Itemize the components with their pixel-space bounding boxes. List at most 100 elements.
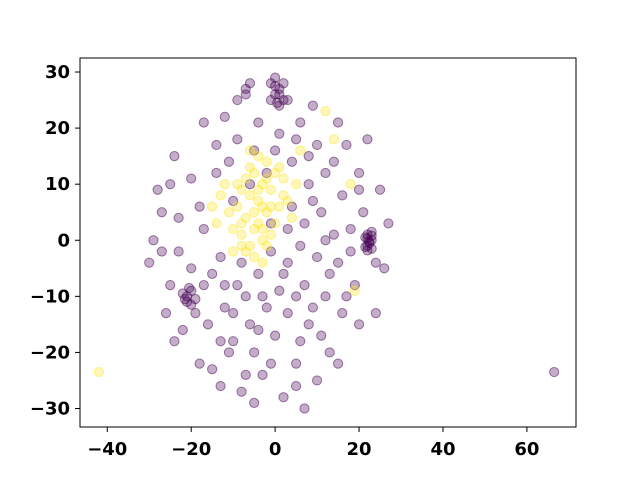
scatter-point <box>257 291 268 302</box>
scatter-point <box>270 167 281 179</box>
scatter-point <box>362 245 373 256</box>
scatter-point <box>223 207 235 218</box>
scatter-point <box>186 263 197 274</box>
scatter-point <box>253 151 264 162</box>
scatter-point <box>236 229 247 240</box>
scatter-point <box>223 347 235 358</box>
scatter-point <box>253 324 264 336</box>
scatter-point <box>194 358 205 369</box>
scatter-point <box>328 156 339 167</box>
scatter-point <box>282 223 293 235</box>
scatter-point <box>228 223 239 235</box>
scatter-point <box>307 302 318 313</box>
scatter-point <box>291 380 302 392</box>
scatter-point <box>173 246 184 257</box>
scatter-point <box>261 240 272 251</box>
scatter-point <box>261 302 272 313</box>
scatter-point <box>144 257 155 268</box>
scatter-point <box>286 156 298 167</box>
scatter-point <box>232 201 243 212</box>
scatter-point <box>249 347 260 358</box>
scatter-point <box>278 392 289 403</box>
scatter-point <box>261 173 272 184</box>
scatter-point <box>278 78 289 89</box>
scatter-point <box>286 212 298 223</box>
scatter-point <box>253 268 264 280</box>
scatter-point <box>270 218 281 229</box>
scatter-point <box>349 280 360 291</box>
scatter-point <box>362 134 373 145</box>
scatter-point <box>211 218 222 229</box>
scatter-point <box>244 162 256 173</box>
scatter-point <box>316 330 327 341</box>
scatter-point <box>332 117 344 128</box>
scatter-point <box>215 380 226 392</box>
scatter-point <box>244 190 256 201</box>
scatter-point <box>184 282 195 294</box>
scatter-point <box>272 97 283 108</box>
scatter-point <box>177 324 188 336</box>
scatter-point <box>291 358 302 369</box>
scatter-point <box>295 336 306 347</box>
scatter-point <box>295 145 306 156</box>
scatter-point <box>291 291 302 302</box>
scatter-point <box>366 226 377 237</box>
y-tick-label: 10 <box>45 174 70 195</box>
scatter-point <box>332 358 344 369</box>
scatter-point <box>307 195 318 207</box>
scatter-point <box>93 366 104 378</box>
scatter-point <box>152 184 163 195</box>
scatter-point <box>207 268 218 280</box>
scatter-point <box>148 235 159 246</box>
scatter-point <box>345 179 356 190</box>
scatter-point <box>341 139 352 151</box>
scatter-point <box>282 257 293 268</box>
x-tick-label: 0 <box>269 439 282 460</box>
scatter-point <box>236 257 247 268</box>
scatter-point <box>194 201 205 212</box>
scatter-point <box>265 358 277 369</box>
scatter-point <box>177 288 188 299</box>
scatter-point <box>257 257 268 268</box>
y-tick-label: 0 <box>57 230 70 251</box>
scatter-point <box>228 246 239 257</box>
axes-frame <box>79 57 577 428</box>
scatter-point <box>320 167 331 179</box>
scatter-point <box>278 173 289 184</box>
scatter-point <box>198 223 209 235</box>
scatter-point <box>265 229 277 240</box>
scatter-point <box>265 184 277 195</box>
scatter-point <box>328 229 339 240</box>
scatter-point <box>211 167 222 179</box>
scatter-point <box>165 280 176 291</box>
points-layer <box>93 72 560 414</box>
scatter-point <box>278 268 289 280</box>
scatter-point <box>274 201 285 212</box>
y-tick-label: −30 <box>30 398 70 419</box>
scatter-point <box>364 236 375 247</box>
scatter-point <box>179 294 191 305</box>
scatter-point <box>299 218 310 229</box>
scatter-point <box>240 369 251 380</box>
scatter-point <box>160 308 172 319</box>
scatter-point <box>186 299 197 310</box>
scatter-point <box>215 336 226 347</box>
scatter-point <box>190 308 201 319</box>
scatter-point <box>337 308 348 319</box>
scatter-point <box>324 268 335 280</box>
scatter-point <box>169 151 180 162</box>
scatter-point <box>240 173 251 184</box>
y-tick-label: 30 <box>45 62 70 83</box>
scatter-point <box>274 89 285 100</box>
y-tick-label: 20 <box>45 118 70 139</box>
scatter-point <box>265 201 277 212</box>
scatter-point <box>303 179 314 190</box>
scatter-point <box>240 83 251 94</box>
x-tick-label: 60 <box>514 439 539 460</box>
scatter-point <box>295 117 306 128</box>
scatter-point <box>207 364 218 375</box>
scatter-point <box>270 145 281 156</box>
scatter-point <box>383 218 394 229</box>
